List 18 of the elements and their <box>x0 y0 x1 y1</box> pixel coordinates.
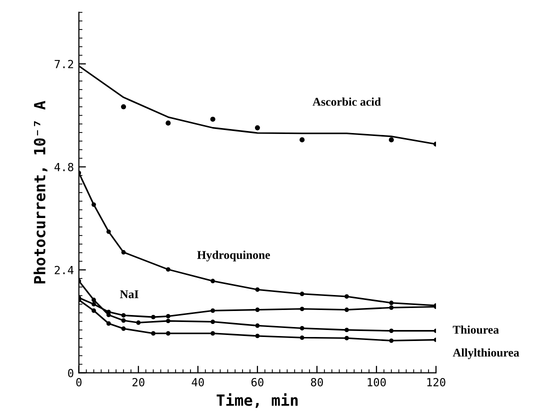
y-tick-label: 4.8 <box>54 162 74 172</box>
x-tick-label: 40 <box>192 378 204 386</box>
series-label: Hydroquinone <box>197 250 270 262</box>
text: Ascorbic acid <box>312 97 381 106</box>
x-tick-label: 20 <box>132 378 144 386</box>
x-tick-label: 120 <box>427 378 446 386</box>
x-tick-label: 0 <box>76 378 82 386</box>
x-tick-label: 60 <box>251 378 264 386</box>
x-tick-label: 80 <box>310 378 323 386</box>
x-axis-title: Time, min <box>216 393 298 408</box>
series-label: Allylthiourea <box>452 348 520 360</box>
y-axis-title: Photocurrent, 10⁻⁷ A <box>34 100 48 284</box>
y-tick-label: 0 <box>68 368 74 378</box>
y-tick-label: 2.4 <box>54 266 74 274</box>
series-label: NaI <box>120 290 138 298</box>
x-tick-label: 100 <box>368 378 386 386</box>
y-tick-label: 7.2 <box>54 60 74 68</box>
series-label: Thiourea <box>452 325 499 334</box>
